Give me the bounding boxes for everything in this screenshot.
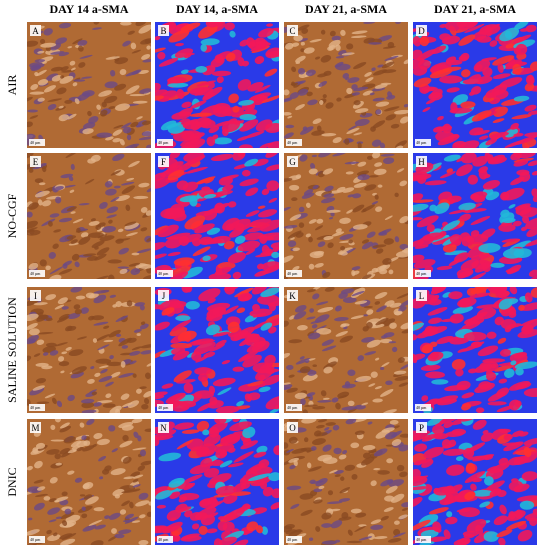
scale-box bbox=[157, 139, 173, 146]
letter-box bbox=[158, 290, 169, 301]
scale-label: 40 µm bbox=[416, 405, 427, 410]
micrograph-panel: E 40 µm bbox=[27, 153, 151, 279]
panel-letter: B bbox=[160, 26, 166, 36]
micrograph-panel: G 40 µm bbox=[284, 153, 408, 279]
panel-letter: E bbox=[33, 157, 39, 167]
row-label: NO-CGF bbox=[5, 193, 19, 238]
letter-box bbox=[30, 25, 41, 36]
micrograph-panel: A 40 µm bbox=[27, 22, 151, 148]
micrograph-panel: C 40 µm bbox=[284, 22, 408, 148]
scale-label: 40 µm bbox=[30, 405, 41, 410]
panel-letter: L bbox=[419, 291, 425, 301]
scale-box bbox=[29, 270, 45, 277]
scale-label: 40 µm bbox=[158, 537, 169, 542]
scale-label: 40 µm bbox=[30, 140, 41, 145]
scale-label: 40 µm bbox=[416, 537, 427, 542]
micrograph-panel: F 40 µm bbox=[155, 153, 279, 279]
panel-letter: I bbox=[34, 291, 37, 301]
scale-box bbox=[286, 139, 302, 146]
scale-box bbox=[286, 270, 302, 277]
panel-letter: H bbox=[418, 157, 425, 167]
letter-box bbox=[416, 290, 427, 301]
scale-box bbox=[157, 536, 173, 543]
letter-box bbox=[287, 290, 298, 301]
scale-box bbox=[29, 139, 45, 146]
micrograph-panel: N 40 µm bbox=[155, 419, 279, 545]
scale-box bbox=[157, 404, 173, 411]
panel-letter: K bbox=[289, 291, 296, 301]
scale-box bbox=[415, 139, 431, 146]
letter-box bbox=[287, 156, 298, 167]
column-header: DAY 14 a-SMA bbox=[49, 2, 128, 16]
scale-label: 40 µm bbox=[287, 537, 298, 542]
letter-box bbox=[287, 25, 298, 36]
micrograph-panel: O 40 µm bbox=[284, 419, 408, 545]
micrograph-panel: D 40 µm bbox=[413, 22, 537, 148]
micrograph-panel: B 40 µm bbox=[155, 22, 279, 148]
letter-box bbox=[158, 156, 169, 167]
panel-letter: F bbox=[161, 157, 166, 167]
letter-box bbox=[416, 25, 427, 36]
micrograph-panel: M 40 µm bbox=[27, 419, 151, 545]
panel-letter: P bbox=[419, 423, 424, 433]
row-label: AIR bbox=[5, 75, 19, 96]
column-header: DAY 21, a-SMA bbox=[434, 2, 516, 16]
scale-label: 40 µm bbox=[158, 405, 169, 410]
scale-label: 40 µm bbox=[158, 140, 169, 145]
letter-box bbox=[416, 156, 427, 167]
panel-letter: D bbox=[418, 26, 425, 36]
scale-label: 40 µm bbox=[30, 271, 41, 276]
scale-box bbox=[29, 404, 45, 411]
scale-box bbox=[29, 536, 45, 543]
row-label: SALINE SOLUTION bbox=[5, 297, 19, 403]
letter-box bbox=[30, 422, 41, 433]
panel-letter: M bbox=[31, 423, 39, 433]
scale-box bbox=[157, 270, 173, 277]
micrograph-panel: H 40 µm bbox=[413, 153, 537, 279]
scale-label: 40 µm bbox=[287, 271, 298, 276]
panel-letter: C bbox=[289, 26, 295, 36]
panel-letter: G bbox=[289, 157, 296, 167]
panel-letter: A bbox=[32, 26, 39, 36]
panel-letter: N bbox=[160, 423, 167, 433]
letter-box bbox=[30, 156, 41, 167]
column-header: DAY 14, a-SMA bbox=[176, 2, 258, 16]
micrograph-panel: I 40 µm bbox=[27, 287, 151, 413]
scale-label: 40 µm bbox=[158, 271, 169, 276]
row-label: DNIC bbox=[5, 467, 19, 496]
panel-letter: J bbox=[162, 291, 166, 301]
scale-box bbox=[286, 536, 302, 543]
micrograph-panel: K 40 µm bbox=[284, 287, 408, 413]
letter-box bbox=[158, 422, 169, 433]
scale-box bbox=[415, 536, 431, 543]
letter-box bbox=[416, 422, 427, 433]
scale-box bbox=[286, 404, 302, 411]
scale-box bbox=[415, 270, 431, 277]
micrograph-panel: L 40 µm bbox=[413, 287, 537, 413]
scale-label: 40 µm bbox=[287, 405, 298, 410]
scale-label: 40 µm bbox=[287, 140, 298, 145]
letter-box bbox=[287, 422, 298, 433]
scale-box bbox=[415, 404, 431, 411]
letter-box bbox=[158, 25, 169, 36]
scale-label: 40 µm bbox=[30, 537, 41, 542]
scale-label: 40 µm bbox=[416, 140, 427, 145]
panel-letter: O bbox=[289, 423, 296, 433]
column-header: DAY 21, a-SMA bbox=[305, 2, 387, 16]
micrograph-panel: J 40 µm bbox=[155, 287, 279, 413]
letter-box bbox=[30, 290, 41, 301]
scale-label: 40 µm bbox=[416, 271, 427, 276]
micrograph-panel: P 40 µm bbox=[413, 419, 537, 545]
